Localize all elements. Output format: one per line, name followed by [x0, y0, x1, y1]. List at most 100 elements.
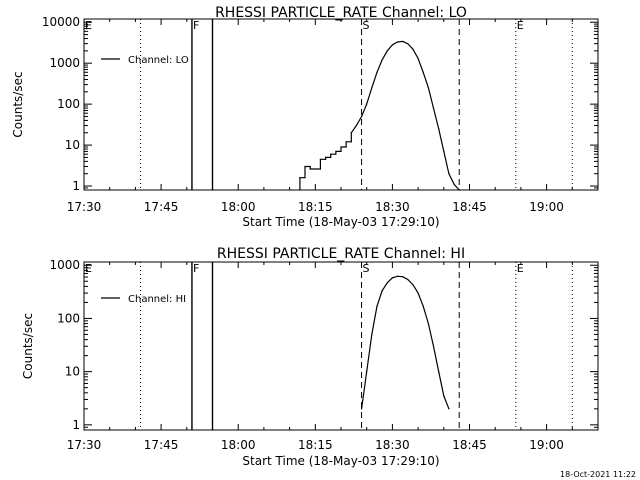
marker-label: E [85, 262, 92, 275]
x-tick-label: 18:30 [375, 438, 410, 452]
x-tick-label: 18:15 [298, 200, 333, 214]
y-tick-label: 1 [72, 418, 80, 432]
data-point [324, 156, 327, 159]
chart-panel-1: RHESSI PARTICLE_RATE Channel: LO Counts/s… [11, 5, 599, 229]
data-point [417, 292, 419, 294]
marker-label: E [517, 19, 524, 32]
data-point [427, 322, 429, 325]
x-tick-label: 17:30 [67, 438, 102, 452]
data-point [381, 290, 383, 292]
x-tick-label: 18:00 [221, 200, 256, 214]
y-axis-label: Counts/sec [11, 71, 25, 137]
data-point [345, 146, 347, 148]
data-point [335, 153, 337, 155]
data-point [324, 158, 327, 160]
y-tick-label: 100 [57, 97, 80, 111]
data-point [458, 189, 460, 191]
data-point [422, 71, 424, 73]
chart-panel-2: RHESSI PARTICLE_RATE Channel: HI Counts/s… [21, 246, 599, 468]
data-point [376, 71, 378, 73]
x-tick-label: 18:30 [375, 200, 410, 214]
data-point [453, 183, 455, 185]
marker-label: F [193, 19, 199, 32]
y-tick-label: 1000 [49, 258, 80, 272]
data-point [386, 282, 388, 284]
data-point [330, 153, 332, 155]
data-point [299, 177, 301, 179]
x-tick-label: 19:00 [529, 200, 564, 214]
data-point [448, 408, 450, 410]
x-axis-label: Start Time (18-May-03 17:29:10) [242, 454, 439, 468]
data-point [340, 146, 342, 148]
data-point [427, 87, 429, 89]
plot-frame [83, 18, 599, 191]
data-point [309, 165, 311, 168]
data-point [366, 371, 368, 373]
data-point [350, 132, 352, 134]
data-point [335, 150, 337, 153]
x-tick-label: 19:00 [529, 438, 564, 452]
data-point [360, 408, 363, 410]
marker-label: S [363, 19, 370, 32]
marker-label: S [363, 262, 370, 275]
data-point [371, 87, 373, 89]
chart-title: RHESSI PARTICLE_RATE Channel: LO [215, 5, 467, 21]
data-point [448, 173, 450, 175]
marker-label: F [193, 262, 199, 275]
data-point [438, 371, 440, 373]
data-point [396, 275, 399, 277]
series-line [361, 275, 450, 410]
data-point [417, 57, 419, 60]
data-point [304, 165, 306, 168]
x-tick-label: 17:45 [144, 438, 179, 452]
data-point [355, 124, 358, 127]
x-tick-label: 18:15 [298, 438, 333, 452]
y-tick-label: 100 [57, 311, 80, 325]
x-tick-label: 18:00 [221, 438, 256, 452]
x-tick-label: 18:45 [452, 200, 487, 214]
data-point [360, 115, 363, 118]
data-point [412, 284, 414, 286]
data-point [391, 44, 393, 46]
data-point [319, 158, 322, 160]
marker-label: E [85, 19, 92, 32]
data-point [299, 189, 301, 191]
y-tick-label: 1000 [49, 56, 80, 70]
x-tick-label: 18:45 [452, 438, 487, 452]
data-point [443, 150, 445, 153]
x-tick-label: 17:30 [67, 200, 102, 214]
data-point [432, 345, 435, 347]
data-point [376, 305, 378, 307]
series-line [299, 40, 460, 191]
data-point [443, 395, 445, 397]
data-point [422, 305, 424, 307]
data-point [407, 43, 409, 45]
data-point [391, 277, 393, 279]
data-point [371, 333, 373, 336]
data-point [340, 150, 342, 153]
plot-frame [83, 261, 599, 431]
y-axis-label: Counts/sec [21, 313, 35, 379]
y-tick-label: 10 [65, 138, 80, 152]
data-point [309, 168, 311, 170]
data-point [330, 156, 332, 159]
y-tick-label: 1 [72, 179, 80, 193]
legend-label: Channel: HI [128, 294, 186, 305]
data-point [381, 59, 383, 61]
chart-title: RHESSI PARTICLE_RATE Channel: HI [217, 246, 465, 262]
marker-label: E [517, 262, 524, 275]
x-tick-label: 17:45 [144, 200, 179, 214]
data-point [396, 41, 399, 43]
data-point [345, 141, 347, 143]
data-point [319, 168, 322, 170]
data-point [432, 107, 435, 109]
data-point [407, 278, 409, 281]
footer-timestamp: 18-Oct-2021 11:22 [560, 470, 636, 479]
data-point [350, 141, 352, 143]
data-point [304, 177, 306, 179]
y-tick-label: 10000 [42, 15, 80, 29]
data-point [386, 50, 388, 52]
x-axis-label: Start Time (18-May-03 17:29:10) [242, 215, 439, 229]
legend-label: Channel: LO [128, 55, 189, 66]
